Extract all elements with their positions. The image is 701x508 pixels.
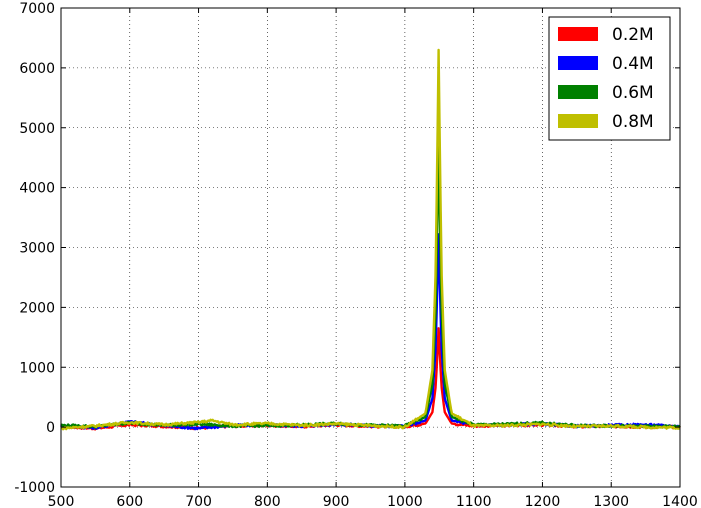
legend-swatch bbox=[558, 85, 598, 99]
legend-label: 0.4M bbox=[612, 54, 654, 74]
y-tick-label: 5000 bbox=[19, 121, 55, 137]
y-tick-label: 0 bbox=[46, 420, 55, 436]
x-tick-label: 1400 bbox=[662, 494, 698, 508]
x-tick-label: 700 bbox=[185, 494, 212, 508]
legend-swatch bbox=[558, 27, 598, 41]
x-tick-label: 1100 bbox=[456, 494, 492, 508]
legend-swatch bbox=[558, 56, 598, 70]
legend-swatch bbox=[558, 114, 598, 128]
y-tick-label: 4000 bbox=[19, 181, 55, 197]
series-line-0.8M bbox=[60, 48, 681, 431]
axis-ticks: 500 600 700 800 900 1000 1100 1200 1300 1400 -1000… bbox=[14, 1, 698, 508]
x-tick-label: 600 bbox=[116, 494, 143, 508]
legend-label: 0.2M bbox=[612, 25, 654, 45]
legend-label: 0.6M bbox=[612, 83, 654, 103]
x-tick-label: 500 bbox=[48, 494, 75, 508]
y-tick-label: -1000 bbox=[14, 480, 55, 496]
y-tick-label: 2000 bbox=[19, 300, 55, 316]
legend-label: 0.8M bbox=[612, 112, 654, 132]
x-tick-label: 800 bbox=[254, 494, 281, 508]
x-tick-label: 1000 bbox=[387, 494, 423, 508]
y-tick-label: 3000 bbox=[19, 241, 55, 257]
x-tick-label: 1200 bbox=[525, 494, 561, 508]
y-tick-label: 6000 bbox=[19, 61, 55, 77]
legend: 0.2M 0.4M 0.6M 0.8M bbox=[548, 16, 671, 141]
y-tick-label: 1000 bbox=[19, 360, 55, 376]
x-tick-label: 900 bbox=[323, 494, 350, 508]
series-layer bbox=[59, 48, 681, 431]
y-tick-label: 7000 bbox=[19, 1, 55, 17]
x-tick-label: 1300 bbox=[593, 494, 629, 508]
